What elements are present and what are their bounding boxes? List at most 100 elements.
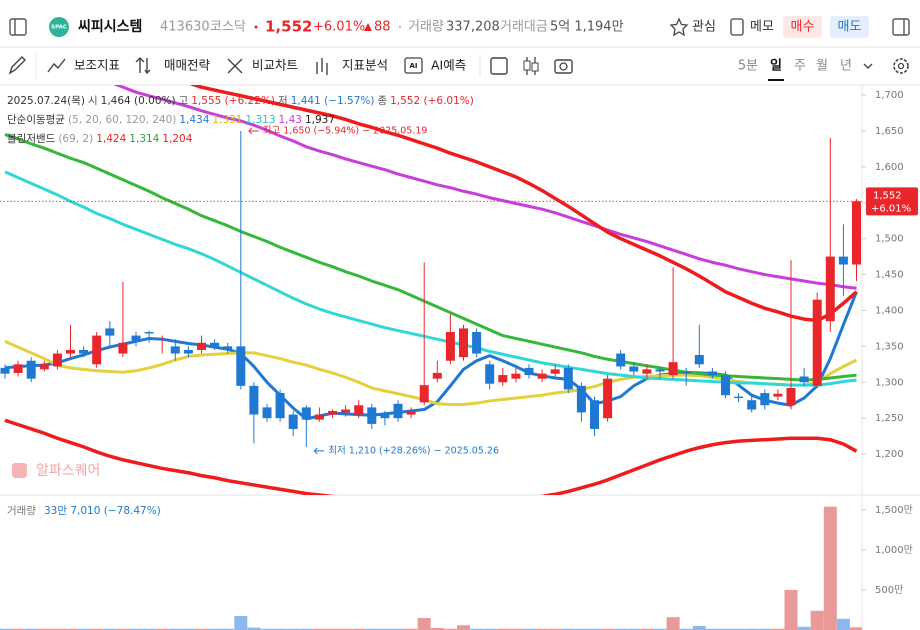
indicator-line	[189, 85, 858, 323]
candle-body	[485, 364, 495, 384]
volume-bar	[666, 617, 680, 630]
volume-label: 거래량	[408, 20, 444, 35]
volume-bar	[850, 627, 862, 630]
volume-tick-label: 500만	[875, 584, 903, 596]
candle-body	[472, 332, 482, 354]
ohlc-value: 1,552 (+6.01%)	[390, 95, 474, 107]
volume-bar	[836, 618, 850, 630]
watch-button[interactable]: 관심	[692, 20, 716, 35]
draw-icon[interactable]	[8, 56, 26, 75]
candle-body	[183, 349, 193, 354]
tool-button[interactable]: 매매전략	[164, 58, 211, 73]
header: SPAC 씨피시스템 413630 코스닥 1,552 +6.01% 88 거래…	[0, 16, 920, 48]
last-price-badge	[866, 187, 918, 216]
select-icon[interactable]	[490, 57, 508, 75]
bb-value: 1,314	[129, 133, 160, 145]
candle-body	[0, 367, 10, 374]
period-button[interactable]: 일	[770, 59, 782, 74]
volume-bar	[391, 628, 405, 630]
tool-button[interactable]: 지표분석	[342, 58, 388, 73]
volume-bar	[142, 628, 156, 630]
period-button[interactable]: 월	[816, 59, 828, 74]
candle-body	[459, 328, 468, 358]
volume-bar	[260, 628, 274, 630]
candle-body	[170, 346, 180, 354]
candle-body	[118, 342, 128, 354]
star-icon[interactable]	[669, 17, 689, 37]
ohlc-label: 시	[87, 95, 98, 107]
candle-body	[445, 332, 455, 361]
candle-body	[655, 369, 665, 372]
logo	[49, 17, 69, 37]
volume-bar	[208, 628, 222, 630]
candle-body	[13, 364, 23, 373]
y-tick-label: 1,200	[875, 449, 904, 460]
y-tick-label: 1,650	[875, 126, 904, 137]
volume-bar	[77, 628, 91, 630]
volume-bar	[561, 628, 575, 630]
memo-button[interactable]: 메모	[750, 20, 774, 35]
candle-body	[511, 373, 521, 379]
candle-body	[550, 369, 560, 374]
settings-icon	[897, 62, 905, 70]
volume-bar	[50, 628, 64, 630]
period-button[interactable]: 5분	[738, 59, 758, 74]
panel-toggle[interactable]	[892, 18, 910, 36]
volume-bar	[116, 628, 130, 630]
period-button[interactable]: 년	[840, 59, 852, 74]
volume-bar	[784, 589, 798, 630]
candle-body	[668, 362, 678, 376]
volume-bar	[823, 506, 837, 630]
buy-button[interactable]: 매수	[791, 20, 815, 35]
period-dropdown[interactable]	[863, 63, 873, 69]
candle-body	[367, 407, 377, 424]
camera-icon[interactable]	[554, 59, 573, 74]
candle-icon	[523, 60, 531, 71]
volume-bar	[679, 628, 693, 630]
volume-bar	[129, 628, 143, 630]
volume-bar	[457, 625, 470, 630]
low-annotation: 최저 1,210 (+28.26%) − 2025.05.26	[328, 445, 499, 456]
tool-button[interactable]: 보조지표	[74, 58, 120, 73]
candle-body	[341, 409, 351, 413]
candle-body	[288, 414, 298, 429]
candle-body	[393, 403, 403, 419]
ma-params: (5, 20, 60, 120, 240)	[67, 114, 177, 126]
volume-bar	[168, 628, 182, 630]
candle-body	[681, 371, 691, 374]
candle-body	[563, 367, 573, 390]
volume-bar	[548, 628, 562, 630]
sell-button-bg[interactable]	[830, 16, 869, 38]
settings-icon[interactable]	[893, 58, 909, 74]
sell-button[interactable]: 매도	[838, 20, 862, 35]
candle-body	[537, 373, 547, 379]
ma-row: 단순이동평균 (5, 20, 60, 120, 240) 1,434 1,331 1,3…	[7, 111, 477, 130]
ma-value: 1,331	[212, 114, 243, 126]
market: 코스닥	[210, 20, 246, 35]
volume-bar	[312, 628, 326, 630]
volume-bar	[155, 628, 169, 630]
candle-body	[236, 346, 246, 386]
indicator-line	[4, 418, 858, 495]
y-tick-label: 1,700	[875, 90, 904, 101]
volume-bar	[601, 628, 615, 630]
ma-value: 1,43	[278, 114, 302, 126]
amount: 5억 1,194만	[550, 20, 624, 35]
candle-body	[275, 393, 285, 419]
candle-body	[734, 396, 744, 399]
candle-body	[786, 388, 796, 406]
ohlc-value: 1,555 (+6.22%)	[191, 95, 276, 107]
period-button[interactable]: 주	[794, 59, 806, 74]
tool-button[interactable]: AI예측	[431, 58, 466, 73]
volume-title: 거래량	[7, 505, 36, 517]
tool-button[interactable]: 비교차트	[252, 58, 298, 73]
change: 88	[374, 20, 391, 35]
candle-body	[773, 393, 783, 397]
memo-icon[interactable]	[730, 18, 744, 36]
ai-badge: AI	[409, 62, 417, 70]
sidebar-toggle[interactable]	[9, 18, 27, 36]
tool-icon	[227, 58, 243, 74]
buy-button-bg[interactable]	[783, 16, 822, 38]
change-pct: +6.01%	[313, 20, 365, 35]
